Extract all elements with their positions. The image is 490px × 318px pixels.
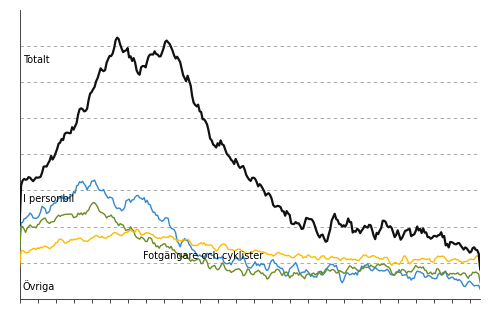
Text: Totalt: Totalt bbox=[23, 55, 49, 65]
Text: I personbil: I personbil bbox=[23, 194, 74, 204]
Text: Fotgängare och cyklister: Fotgängare och cyklister bbox=[143, 251, 263, 260]
Text: Övriga: Övriga bbox=[23, 280, 55, 292]
